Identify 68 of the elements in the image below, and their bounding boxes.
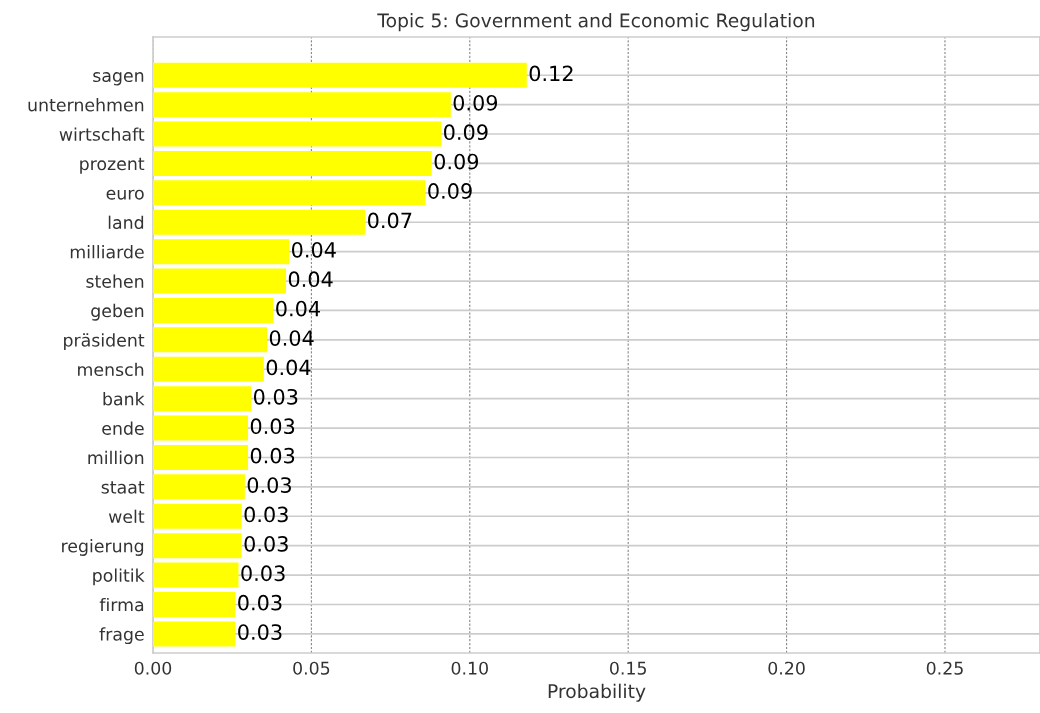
- bar: [153, 621, 236, 647]
- data-label: 0.09: [453, 94, 498, 111]
- data-label: 0.09: [428, 183, 472, 199]
- data-label: 0.04: [276, 300, 320, 317]
- data-label: 0.04: [288, 271, 333, 288]
- bar: [153, 503, 242, 529]
- bar: [153, 180, 426, 206]
- y-tick-label: frage: [99, 627, 144, 645]
- y-tick-label: bank: [103, 392, 145, 406]
- x-axis-title: Probability: [548, 683, 646, 702]
- y-tick-label: prozent: [80, 157, 145, 174]
- bar: [153, 327, 268, 353]
- bar: [153, 356, 264, 382]
- bar: [153, 444, 249, 470]
- y-tick-label: regierung: [62, 539, 144, 556]
- data-label: 0.04: [269, 330, 314, 346]
- data-label: 0.03: [244, 506, 288, 523]
- y-tick-label: sagen: [93, 72, 144, 86]
- x-tick-label: 0.10: [451, 661, 488, 675]
- bar: [153, 121, 442, 147]
- x-tick-label: 0.05: [293, 661, 330, 675]
- x-tick-label: 0.20: [768, 661, 805, 675]
- bar: [153, 62, 527, 88]
- data-label: 0.03: [253, 388, 298, 405]
- bar: [153, 386, 252, 412]
- bar: [153, 239, 290, 265]
- data-label: 0.09: [444, 124, 488, 141]
- data-label: 0.03: [241, 565, 285, 582]
- y-tick-label: euro: [106, 189, 144, 200]
- data-label: 0.03: [247, 477, 291, 493]
- bar: [153, 591, 236, 617]
- y-tick-label: wirtschaft: [59, 127, 145, 141]
- bar: [153, 209, 366, 235]
- bar: [153, 415, 249, 441]
- bar: [153, 562, 239, 588]
- chart-title: Topic 5: Government and Economic Regulation: [377, 13, 815, 32]
- y-tick-label: mensch: [78, 362, 144, 377]
- data-label: 0.09: [434, 153, 479, 170]
- y-tick-label: präsident: [64, 333, 145, 351]
- x-tick-label: 0.25: [926, 661, 963, 675]
- bar: [153, 268, 287, 294]
- bar: [153, 297, 274, 323]
- bar: [153, 533, 242, 559]
- y-tick-label: welt: [108, 509, 145, 524]
- bar: [153, 474, 245, 500]
- data-label: 0.07: [368, 212, 412, 229]
- data-label: 0.04: [291, 241, 336, 258]
- data-label: 0.03: [238, 594, 282, 611]
- y-tick-label: land: [108, 215, 144, 230]
- data-label: 0.03: [238, 624, 282, 640]
- data-label: 0.03: [250, 447, 295, 464]
- data-label: 0.03: [250, 418, 295, 435]
- x-tick-label: 0.00: [134, 661, 172, 675]
- y-tick-label: milliarde: [70, 245, 144, 259]
- y-tick-label: unternehmen: [28, 98, 144, 112]
- x-tick-label: 0.15: [610, 661, 646, 675]
- bar: [153, 92, 451, 118]
- y-tick-label: million: [88, 450, 144, 465]
- y-tick-label: staat: [101, 481, 145, 494]
- y-tick-label: geben: [91, 303, 144, 321]
- y-tick-label: ende: [102, 421, 144, 435]
- y-tick-label: politik: [93, 568, 145, 586]
- bar: [153, 150, 432, 176]
- data-label: 0.03: [244, 535, 288, 552]
- data-label: 0.04: [266, 359, 311, 376]
- data-label: 0.12: [529, 65, 573, 82]
- y-tick-label: firma: [99, 597, 144, 612]
- y-tick-label: stehen: [86, 274, 144, 288]
